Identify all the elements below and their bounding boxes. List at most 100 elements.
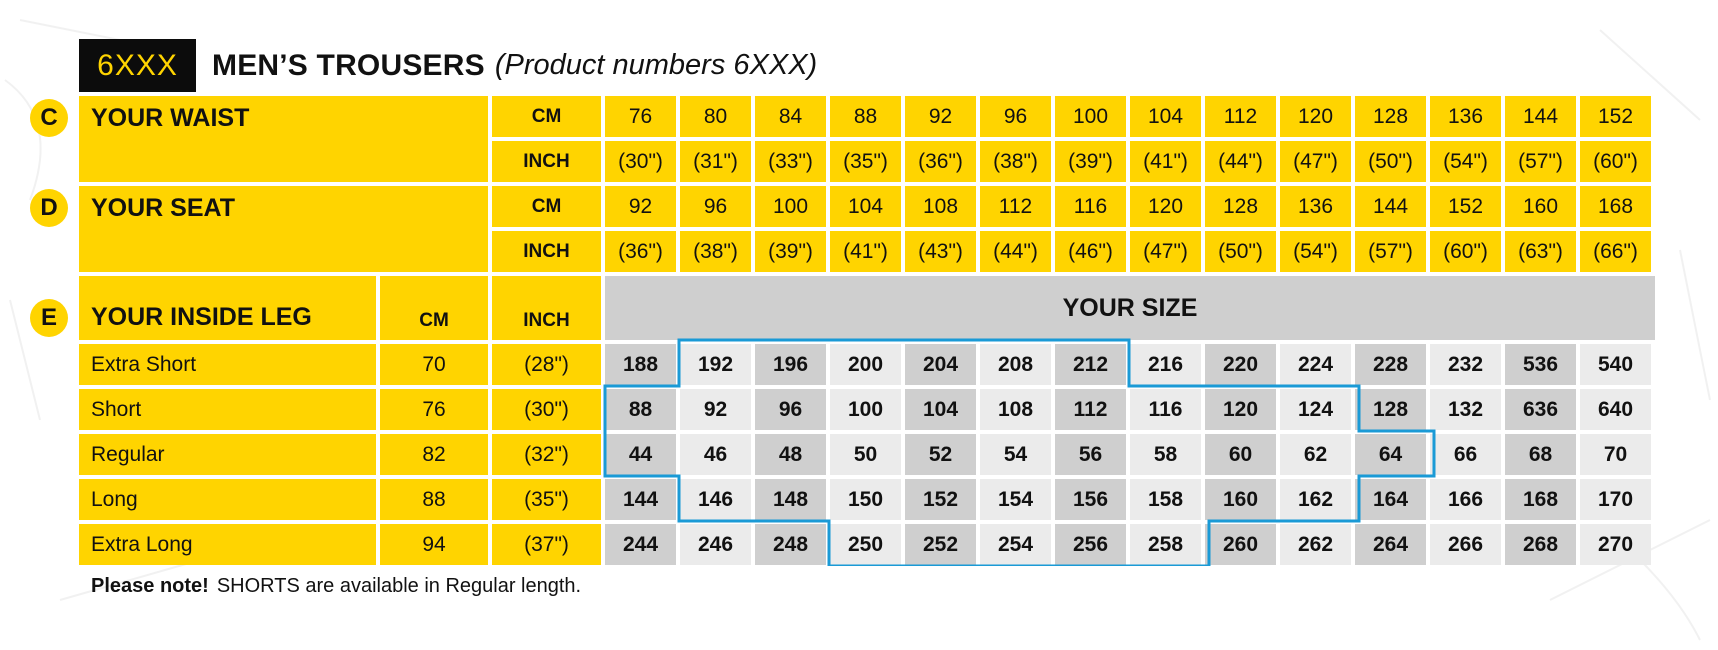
size-number-cell: 58 [1130, 434, 1201, 475]
seat-cm-value: 112 [980, 186, 1051, 227]
size-number-cell: 132 [1430, 389, 1501, 430]
waist-cm-value: 152 [1580, 96, 1651, 137]
title-row: 6XXX MEN’S TROUSERS (Product numbers 6XX… [79, 39, 817, 92]
size-number-cell: 146 [680, 479, 751, 520]
waist-inch-value: (39") [1055, 141, 1126, 182]
size-number-cell: 246 [680, 524, 751, 565]
section-letter-leg: E [30, 299, 68, 337]
size-number-cell: 62 [1280, 434, 1351, 475]
seat-inch-value: (63") [1505, 231, 1576, 272]
size-chart: YOUR WAIST CM INCH YOUR SEAT CM INCH YOU… [79, 96, 1655, 566]
size-number-cell: 158 [1130, 479, 1201, 520]
size-number-cell: 112 [1055, 389, 1126, 430]
size-number-cell: 56 [1055, 434, 1126, 475]
size-number-cell: 162 [1280, 479, 1351, 520]
size-number-cell: 100 [830, 389, 901, 430]
size-number-cell: 540 [1580, 344, 1651, 385]
leg-length-name: Extra Long [79, 524, 376, 565]
waist-inch-value: (33") [755, 141, 826, 182]
leg-length-name: Long [79, 479, 376, 520]
waist-inch-value: (35") [830, 141, 901, 182]
leg-length-inch: (28") [492, 344, 601, 385]
waist-cm-value: 136 [1430, 96, 1501, 137]
footnote-bold: Please note! [91, 575, 209, 597]
size-number-cell: 254 [980, 524, 1051, 565]
size-number-cell: 104 [905, 389, 976, 430]
waist-inch-value: (44") [1205, 141, 1276, 182]
page-title: MEN’S TROUSERS [212, 48, 485, 82]
waist-inch-label: INCH [492, 141, 601, 182]
size-number-cell: 244 [605, 524, 676, 565]
size-number-cell: 258 [1130, 524, 1201, 565]
leg-cm-label: CM [380, 276, 488, 340]
seat-inch-value: (44") [980, 231, 1051, 272]
seat-cm-value: 92 [605, 186, 676, 227]
waist-inch-value: (38") [980, 141, 1051, 182]
size-number-cell: 68 [1505, 434, 1576, 475]
size-number-cell: 228 [1355, 344, 1426, 385]
size-number-cell: 160 [1205, 479, 1276, 520]
size-number-cell: 150 [830, 479, 901, 520]
size-number-cell: 200 [830, 344, 901, 385]
section-letter-waist: C [30, 99, 68, 137]
size-number-cell: 248 [755, 524, 826, 565]
seat-cm-value: 100 [755, 186, 826, 227]
waist-cm-value: 128 [1355, 96, 1426, 137]
seat-cm-value: 120 [1130, 186, 1201, 227]
product-code-badge: 6XXX [79, 39, 196, 92]
seat-cm-value: 104 [830, 186, 901, 227]
page-subtitle: (Product numbers 6XXX) [494, 49, 818, 81]
size-number-cell: 164 [1355, 479, 1426, 520]
size-number-cell: 128 [1355, 389, 1426, 430]
size-number-cell: 536 [1505, 344, 1576, 385]
leg-length-cm: 76 [380, 389, 488, 430]
size-number-cell: 70 [1580, 434, 1651, 475]
seat-inch-value: (41") [830, 231, 901, 272]
size-number-cell: 268 [1505, 524, 1576, 565]
waist-inch-value: (30") [605, 141, 676, 182]
waist-inch-value: (36") [905, 141, 976, 182]
waist-cm-value: 100 [1055, 96, 1126, 137]
seat-inch-value: (46") [1055, 231, 1126, 272]
waist-cm-value: 120 [1280, 96, 1351, 137]
size-number-cell: 168 [1505, 479, 1576, 520]
size-number-cell: 636 [1505, 389, 1576, 430]
waist-inch-value: (31") [680, 141, 751, 182]
seat-cm-value: 108 [905, 186, 976, 227]
waist-cm-value: 92 [905, 96, 976, 137]
size-number-cell: 216 [1130, 344, 1201, 385]
size-number-cell: 46 [680, 434, 751, 475]
seat-inch-value: (39") [755, 231, 826, 272]
seat-inch-value: (38") [680, 231, 751, 272]
leg-length-cm: 94 [380, 524, 488, 565]
size-number-cell: 640 [1580, 389, 1651, 430]
seat-inch-value: (57") [1355, 231, 1426, 272]
leg-length-inch: (37") [492, 524, 601, 565]
size-number-cell: 212 [1055, 344, 1126, 385]
waist-inch-value: (57") [1505, 141, 1576, 182]
footnote: Please note! SHORTS are available in Regu… [91, 575, 581, 598]
size-number-cell: 96 [755, 389, 826, 430]
size-number-cell: 156 [1055, 479, 1126, 520]
size-number-cell: 266 [1430, 524, 1501, 565]
footnote-text: SHORTS are available in Regular length. [216, 575, 582, 597]
leg-length-name: Regular [79, 434, 376, 475]
seat-cm-value: 144 [1355, 186, 1426, 227]
seat-inch-value: (60") [1430, 231, 1501, 272]
size-number-cell: 48 [755, 434, 826, 475]
seat-cm-label: CM [492, 186, 601, 227]
seat-cm-value: 152 [1430, 186, 1501, 227]
seat-inch-value: (36") [605, 231, 676, 272]
size-number-cell: 270 [1580, 524, 1651, 565]
seat-cm-value: 160 [1505, 186, 1576, 227]
size-number-cell: 252 [905, 524, 976, 565]
size-number-cell: 188 [605, 344, 676, 385]
waist-inch-value: (47") [1280, 141, 1351, 182]
waist-inch-value: (50") [1355, 141, 1426, 182]
size-number-cell: 92 [680, 389, 751, 430]
size-number-cell: 256 [1055, 524, 1126, 565]
leg-length-cm: 82 [380, 434, 488, 475]
size-number-cell: 154 [980, 479, 1051, 520]
size-number-cell: 64 [1355, 434, 1426, 475]
size-number-cell: 44 [605, 434, 676, 475]
